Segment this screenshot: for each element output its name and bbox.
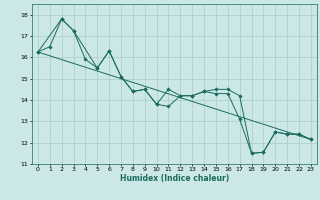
X-axis label: Humidex (Indice chaleur): Humidex (Indice chaleur) xyxy=(120,174,229,183)
